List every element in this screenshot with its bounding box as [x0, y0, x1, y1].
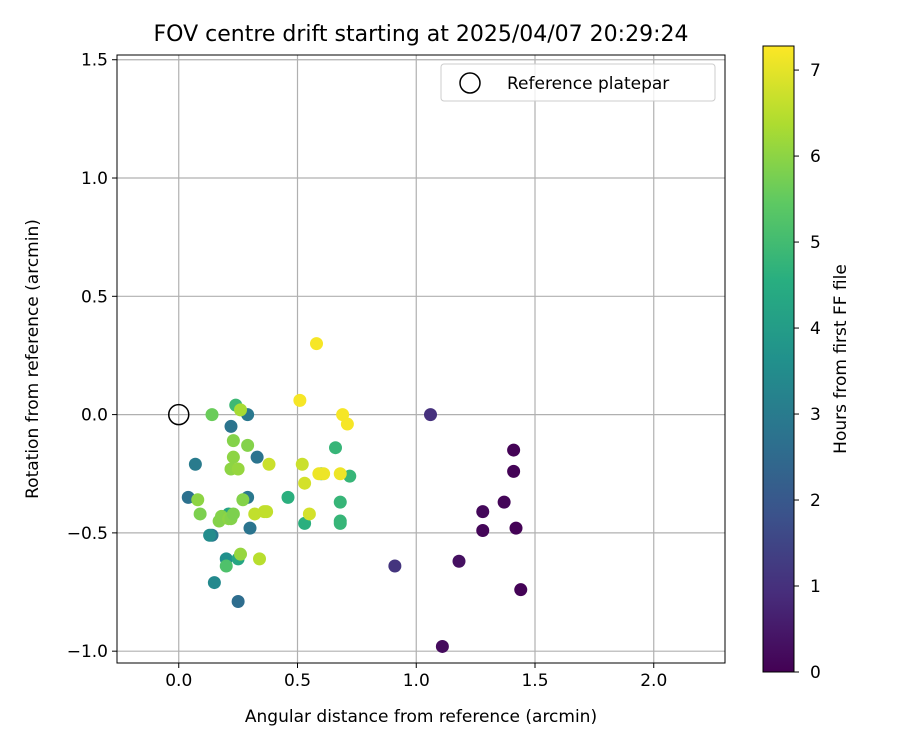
- colorbar-tick-label: 2: [810, 491, 821, 511]
- data-point: [226, 507, 240, 521]
- colorbar-tick-label: 4: [810, 319, 821, 339]
- data-point: [435, 639, 449, 653]
- reference-platepar-marker: [168, 403, 190, 426]
- data-point: [333, 495, 347, 509]
- y-tick-label: 1.0: [81, 169, 108, 189]
- x-tick-label: 0.5: [284, 671, 311, 691]
- data-point: [497, 495, 511, 509]
- data-point: [236, 493, 250, 507]
- colorbar-tick-label: 7: [810, 61, 821, 81]
- plot-frame: [116, 54, 726, 664]
- data-point: [295, 457, 309, 471]
- data-point: [241, 438, 255, 452]
- data-point: [452, 554, 466, 568]
- legend-label: Reference platepar: [507, 74, 669, 94]
- data-point: [188, 457, 202, 471]
- data-point: [260, 505, 274, 519]
- data-point: [333, 467, 347, 481]
- colorbar-tick-label: 5: [810, 233, 821, 253]
- data-point: [298, 476, 312, 490]
- y-tick-label: 1.5: [81, 51, 108, 71]
- data-point: [191, 493, 205, 507]
- x-tick-label: 2.0: [640, 671, 667, 691]
- colorbar-tick-label: 0: [810, 663, 821, 683]
- data-point: [253, 552, 266, 566]
- data-point: [219, 559, 233, 573]
- x-tick-label: 0.0: [165, 671, 192, 691]
- data-point: [234, 547, 247, 561]
- data-point: [231, 462, 245, 476]
- data-point: [293, 393, 307, 407]
- colorbar-tick-label: 1: [810, 577, 821, 597]
- colorbar-ticks: 0 1 2 3 4 5 6 7: [794, 61, 821, 683]
- data-point: [262, 457, 276, 471]
- legend-reference-marker: [459, 72, 481, 94]
- data-point: [231, 594, 245, 608]
- data-point: [203, 528, 217, 542]
- y-tick-label: −0.5: [67, 524, 108, 544]
- data-point: [224, 419, 238, 433]
- data-point: [234, 403, 247, 417]
- data-point: [476, 524, 490, 538]
- data-point: [507, 464, 521, 478]
- data-point: [388, 559, 402, 573]
- data-points: [181, 337, 528, 653]
- colorbar-label: Hours from first FF file: [831, 264, 851, 454]
- x-axis-label: Angular distance from reference (arcmin): [245, 707, 597, 727]
- data-point: [226, 434, 240, 448]
- data-point: [329, 441, 342, 455]
- y-tick-label: 0.5: [81, 287, 108, 307]
- legend-box: [440, 63, 716, 102]
- colorbar: [762, 45, 795, 673]
- legend: Reference platepar: [440, 63, 716, 102]
- data-point: [193, 507, 207, 521]
- x-tick-label: 1.5: [521, 671, 548, 691]
- data-point: [340, 417, 354, 431]
- data-point: [507, 443, 521, 457]
- chart-title: FOV centre drift starting at 2025/04/07 …: [154, 22, 689, 47]
- y-axis-label: Rotation from reference (arcmin): [23, 219, 43, 499]
- data-point: [207, 576, 221, 590]
- x-tick-label: 1.0: [403, 671, 430, 691]
- data-point: [514, 583, 528, 597]
- data-point: [281, 490, 295, 504]
- data-point: [317, 467, 331, 481]
- data-point: [424, 408, 437, 422]
- y-tick-label: 0.0: [81, 406, 108, 426]
- y-tick-label: −1.0: [67, 642, 108, 662]
- data-point: [310, 337, 323, 351]
- data-point: [250, 450, 264, 464]
- y-axis-ticks: −1.0 −0.5 0.0 0.5 1.0 1.5: [67, 51, 117, 662]
- x-axis-ticks: 0.0 0.5 1.0 1.5 2.0: [165, 663, 667, 691]
- data-point: [243, 521, 257, 535]
- reference-marker-layer: [168, 403, 190, 426]
- data-point: [205, 408, 219, 422]
- data-point: [476, 505, 490, 519]
- data-point: [302, 507, 316, 521]
- colorbar-tick-label: 3: [810, 405, 821, 425]
- data-point: [509, 521, 523, 535]
- colorbar-tick-label: 6: [810, 147, 821, 167]
- data-point: [226, 450, 240, 464]
- data-point: [333, 516, 347, 530]
